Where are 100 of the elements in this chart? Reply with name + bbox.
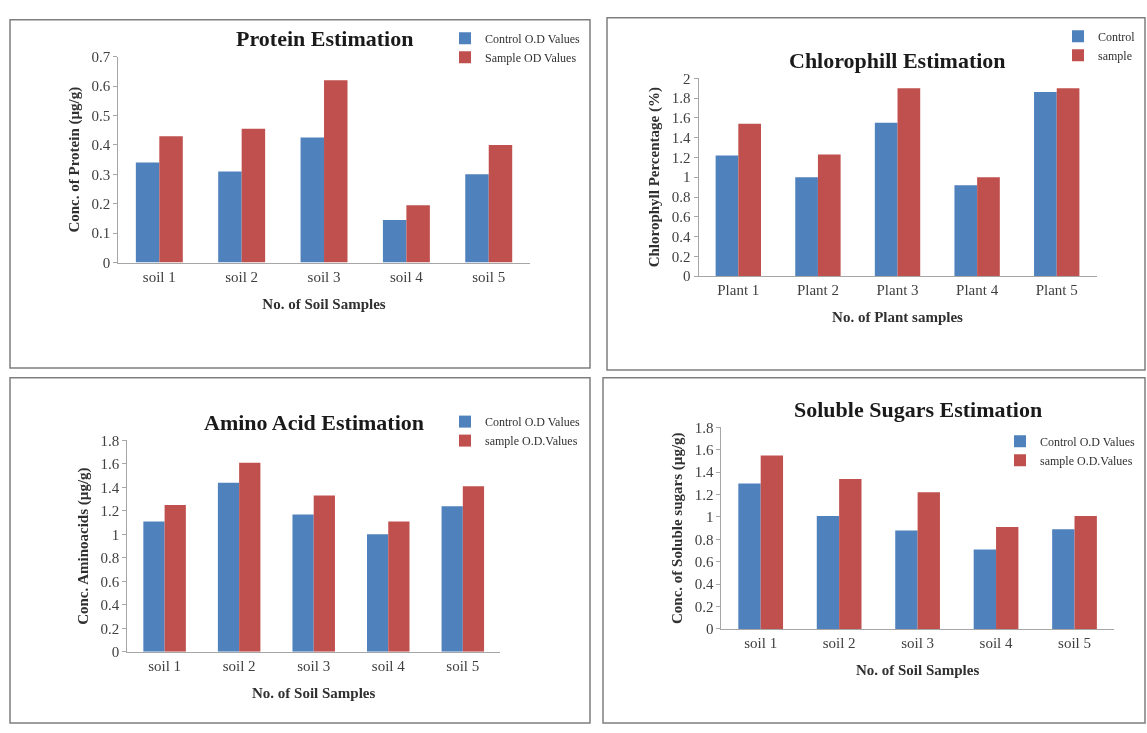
- y-tick-label: 2: [683, 70, 691, 87]
- x-tick-label: soil 4: [371, 657, 406, 674]
- legend-label: sample O.D.Values: [1040, 453, 1133, 468]
- y-tick-label: 0: [102, 254, 111, 271]
- x-tick-label: soil 3: [901, 634, 935, 651]
- y-tick-label: 1.4: [694, 464, 714, 481]
- bar: [218, 171, 242, 263]
- legend-label: Control O.D Values: [485, 415, 581, 430]
- x-tick-label: Plant 5: [1035, 282, 1078, 299]
- y-tick-label: 0.2: [100, 620, 120, 637]
- x-tick-label: soil 1: [148, 657, 182, 674]
- x-tick-label: soil 5: [472, 268, 506, 285]
- bar: [1074, 515, 1097, 629]
- bar: [760, 455, 784, 629]
- bar: [406, 205, 430, 263]
- bar: [143, 521, 165, 652]
- bar: [164, 504, 186, 652]
- y-tick-label: 0: [683, 268, 691, 285]
- y-tick-label: 0.3: [91, 166, 111, 183]
- y-tick-label: 1.8: [694, 419, 714, 436]
- y-tick-label: 0.8: [100, 550, 120, 567]
- x-tick-label: soil 2: [222, 657, 256, 674]
- bar: [715, 155, 739, 277]
- y-tick-label: 0.2: [671, 248, 691, 265]
- bar: [977, 177, 1000, 277]
- x-tick-label: soil 4: [389, 268, 424, 285]
- bar: [441, 506, 463, 652]
- y-tick-label: 1: [705, 509, 714, 526]
- y-tick-label: 0.8: [671, 189, 691, 206]
- bar: [874, 122, 898, 277]
- x-tick-label: soil 1: [744, 634, 778, 651]
- y-tick-label: 1: [111, 526, 120, 543]
- bar: [159, 136, 183, 263]
- x-tick-label: Plant 1: [717, 282, 760, 299]
- bar: [313, 495, 335, 652]
- bar: [895, 530, 918, 629]
- x-tick-label: soil 5: [446, 657, 480, 674]
- chart-title: Chlorophill Estimation: [789, 48, 1006, 73]
- y-tick-label: 1.8: [100, 432, 120, 449]
- y-tick-label: 0: [705, 621, 714, 638]
- bar: [816, 515, 840, 629]
- y-tick-label: 0.1: [91, 225, 111, 242]
- bar: [897, 88, 921, 277]
- y-tick-label: 0.8: [694, 531, 714, 548]
- bar: [488, 144, 513, 263]
- chart-title: Soluble Sugars Estimation: [794, 397, 1043, 422]
- y-axis-title: Conc. of Soluble sugars (µg/g): [668, 432, 686, 624]
- y-axis-title: Chlorophyll Percentage (%): [646, 87, 664, 268]
- chart-title: Protein Estimation: [236, 26, 414, 51]
- x-tick-label: soil 4: [979, 634, 1014, 651]
- bar: [817, 154, 841, 277]
- y-tick-label: 0.6: [694, 554, 714, 571]
- bar: [973, 549, 997, 629]
- legend-label: Control O.D Values: [1040, 434, 1136, 449]
- x-tick-label: soil 2: [822, 634, 856, 651]
- bar: [738, 123, 762, 277]
- x-axis-title: No. of Soil Samples: [855, 661, 980, 678]
- legend-label: Control: [1098, 29, 1136, 44]
- x-tick-label: soil 1: [142, 268, 176, 285]
- y-tick-label: 1.2: [100, 503, 120, 520]
- bar: [217, 482, 240, 652]
- bar: [241, 128, 266, 263]
- bar: [382, 219, 407, 263]
- y-tick-label: 0.4: [91, 137, 111, 154]
- bar: [996, 527, 1019, 629]
- y-tick-label: 0.2: [694, 598, 714, 615]
- x-axis-title: No. of Soil Samples: [262, 295, 386, 312]
- y-tick-label: 0.4: [694, 576, 714, 593]
- y-tick-label: 0.6: [671, 209, 692, 226]
- x-tick-label: soil 3: [307, 268, 341, 285]
- bar: [462, 486, 485, 652]
- x-tick-label: soil 5: [1058, 634, 1091, 651]
- y-tick-label: 1.4: [100, 479, 120, 496]
- x-axis-title: No. of Plant samples: [832, 309, 964, 326]
- y-axis-title: Conc. Aminoacids (µg/g): [74, 467, 92, 625]
- y-tick-label: 1.8: [671, 90, 691, 107]
- bar: [954, 185, 978, 277]
- y-tick-label: 0.5: [91, 107, 111, 124]
- x-tick-label: soil 3: [297, 657, 331, 674]
- bar: [324, 80, 348, 263]
- y-tick-label: 1.4: [671, 129, 692, 146]
- bar: [388, 521, 410, 652]
- y-tick-label: 0.2: [91, 195, 111, 212]
- x-tick-label: soil 2: [225, 268, 259, 285]
- y-tick-label: 0.6: [91, 78, 111, 95]
- y-tick-label: 1.2: [694, 486, 714, 503]
- bar: [465, 174, 489, 263]
- bar: [135, 162, 160, 263]
- y-tick-label: 0.4: [671, 228, 692, 245]
- x-tick-label: Plant 4: [956, 282, 999, 299]
- bar: [292, 514, 314, 652]
- bar: [1056, 88, 1080, 277]
- y-tick-label: 0.4: [100, 597, 120, 614]
- y-axis-title: Conc. of Protein (µg/g): [65, 86, 83, 233]
- y-tick-label: 1: [683, 169, 691, 186]
- legend-label: Control O.D Values: [485, 31, 581, 46]
- legend-label: sample O.D.Values: [485, 434, 578, 449]
- chart-title: Amino Acid Estimation: [204, 410, 425, 435]
- legend-label: Sample OD Values: [485, 50, 577, 65]
- bar: [839, 478, 862, 629]
